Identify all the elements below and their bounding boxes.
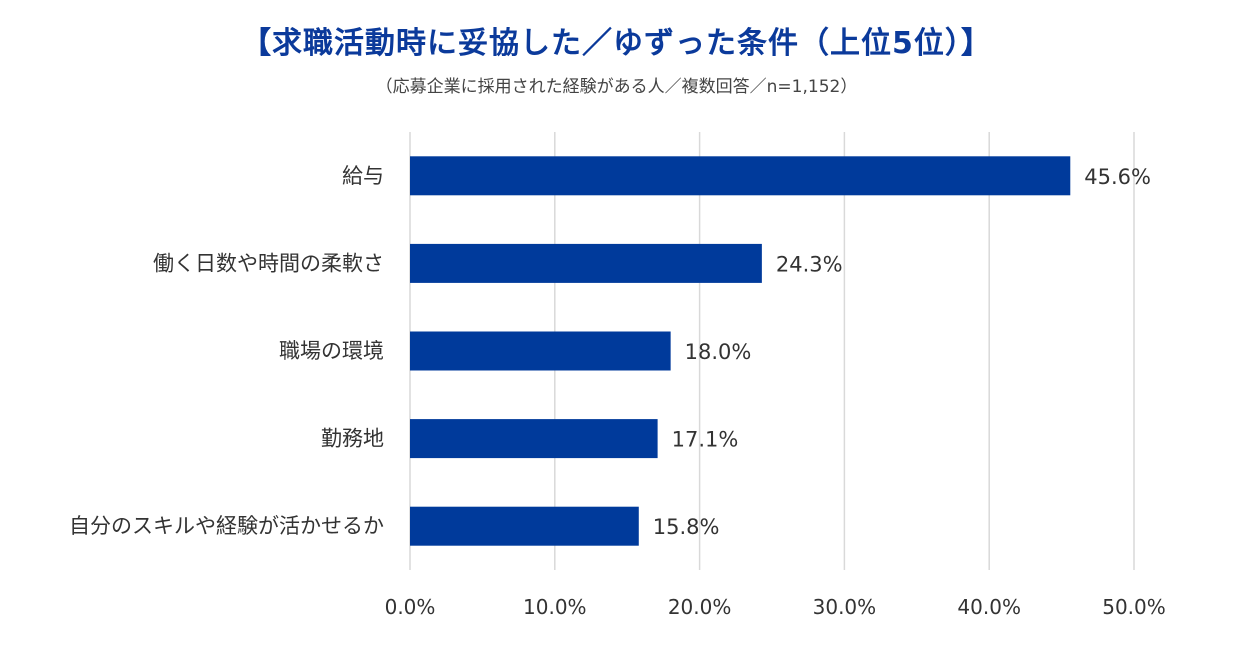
- bar: [410, 243, 762, 283]
- category-label: 給与: [342, 164, 384, 188]
- label-layer: 給与 45.6% 働く日数や時間の柔軟さ 24.3% 職場の環境 18.0% 勤務地 17.1…: [69, 164, 1151, 539]
- data-label: 15.8%: [653, 515, 720, 539]
- tick-layer: 0.0% 10.0% 20.0% 30.0% 40.0% 50.0%: [385, 595, 1166, 619]
- bar: [410, 419, 658, 459]
- category-label: 勤務地: [321, 427, 384, 451]
- bar-layer: [410, 156, 1071, 546]
- data-label: 45.6%: [1084, 165, 1151, 189]
- bar: [410, 331, 671, 371]
- category-label: 働く日数や時間の柔軟さ: [153, 251, 384, 275]
- x-tick-label: 10.0%: [523, 595, 587, 619]
- x-tick-label: 50.0%: [1102, 595, 1166, 619]
- x-tick-label: 20.0%: [668, 595, 732, 619]
- bar: [410, 506, 639, 546]
- data-label: 17.1%: [672, 428, 739, 452]
- category-label: 自分のスキルや経験が活かせるか: [69, 514, 384, 538]
- chart-title: 【求職活動時に妥協した／ゆずった条件（上位5位）】: [241, 26, 992, 61]
- x-tick-label: 0.0%: [385, 595, 436, 619]
- data-label: 18.0%: [685, 340, 752, 364]
- x-tick-label: 40.0%: [957, 595, 1021, 619]
- x-tick-label: 30.0%: [813, 595, 877, 619]
- category-label: 職場の環境: [279, 339, 384, 363]
- bar: [410, 156, 1071, 196]
- chart-subtitle: （応募企業に採用された経験がある人／複数回答／n=1,152）: [375, 77, 858, 97]
- data-label: 24.3%: [776, 252, 843, 276]
